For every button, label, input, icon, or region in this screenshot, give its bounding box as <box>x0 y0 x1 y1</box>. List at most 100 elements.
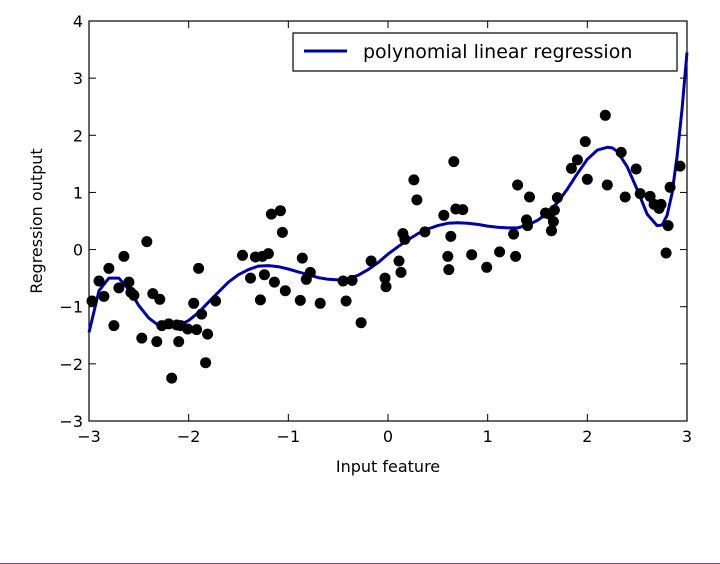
data-point <box>419 226 431 238</box>
point-layer <box>86 109 686 384</box>
data-point <box>634 188 646 200</box>
data-point <box>494 246 506 258</box>
data-point <box>664 181 676 193</box>
x-tick-label: −3 <box>77 427 101 446</box>
data-point <box>466 249 478 261</box>
data-point <box>579 136 591 148</box>
data-point <box>98 290 110 302</box>
data-point <box>245 272 256 284</box>
data-point <box>182 323 194 335</box>
data-point <box>510 250 522 262</box>
data-point <box>340 295 352 307</box>
data-point <box>265 208 277 220</box>
x-tick-label: −1 <box>277 427 301 446</box>
data-point <box>337 275 349 287</box>
data-point <box>166 372 178 384</box>
data-point <box>346 274 358 286</box>
data-point <box>547 216 559 228</box>
data-point <box>151 336 163 348</box>
data-point <box>630 163 642 175</box>
data-point <box>274 205 286 217</box>
data-point <box>524 191 535 203</box>
data-point <box>615 146 627 158</box>
data-point <box>660 247 672 259</box>
data-point <box>210 295 222 307</box>
data-point <box>268 276 280 288</box>
legend: polynomial linear regression <box>292 32 678 72</box>
data-point <box>103 262 115 274</box>
data-point <box>108 320 120 332</box>
y-axis-label: Regression output <box>27 148 46 293</box>
data-point <box>481 261 493 273</box>
tick-layer: −3 −2 −1 0 1 2 3 −3 −2 −1 0 1 2 3 4 <box>59 12 692 446</box>
data-point <box>408 174 420 186</box>
data-point <box>548 204 560 216</box>
y-tick-label: 3 <box>73 69 83 88</box>
data-point <box>304 266 316 278</box>
data-point <box>154 293 166 305</box>
data-point <box>237 249 248 261</box>
data-point <box>655 198 667 210</box>
data-point <box>399 233 411 245</box>
y-tick-label: 4 <box>73 12 83 31</box>
y-tick-label: −2 <box>59 355 83 374</box>
x-tick-label: 0 <box>383 427 393 446</box>
data-point <box>200 357 212 369</box>
plot-area <box>88 20 688 422</box>
data-point <box>571 154 583 166</box>
data-point <box>128 289 140 301</box>
y-tick-label: −1 <box>59 298 83 317</box>
data-point <box>599 109 611 121</box>
data-point <box>674 160 686 172</box>
data-point <box>512 179 524 191</box>
data-point <box>619 191 631 203</box>
data-point <box>411 194 423 206</box>
data-point <box>173 336 185 348</box>
data-point <box>193 262 205 274</box>
data-point <box>276 226 288 238</box>
data-point <box>522 220 533 232</box>
y-tick-label: 2 <box>73 126 83 145</box>
data-point <box>445 230 457 242</box>
data-point <box>123 276 135 288</box>
data-point <box>314 297 326 309</box>
data-point <box>393 255 405 267</box>
data-point <box>202 328 214 340</box>
data-point <box>438 209 450 221</box>
data-point <box>508 228 520 240</box>
legend-entry-label: polynomial linear regression <box>363 41 632 63</box>
x-axis-label: Input feature <box>336 457 440 476</box>
y-tick-label: −3 <box>59 412 83 431</box>
x-tick-label: 3 <box>682 427 692 446</box>
data-point <box>296 252 308 264</box>
data-point <box>380 281 392 293</box>
data-point <box>365 255 377 267</box>
data-point <box>254 294 266 306</box>
data-point <box>565 162 577 174</box>
data-point <box>113 282 125 294</box>
data-point <box>188 297 200 309</box>
y-tick-label: 1 <box>73 183 83 202</box>
x-tick-label: 1 <box>483 427 493 446</box>
data-point <box>662 220 674 232</box>
data-point <box>395 266 407 278</box>
data-point <box>279 285 291 297</box>
data-point <box>546 225 557 237</box>
data-point <box>163 318 175 330</box>
data-point <box>196 308 208 320</box>
data-point <box>258 269 270 281</box>
data-point <box>191 324 203 336</box>
data-point <box>601 179 613 191</box>
data-point <box>86 295 98 307</box>
data-point <box>442 250 454 262</box>
data-point <box>93 275 105 287</box>
data-point <box>262 248 274 260</box>
data-point <box>136 332 148 344</box>
x-tick-label: 2 <box>582 427 592 446</box>
data-point <box>294 294 306 306</box>
x-tick-label: −2 <box>177 427 201 446</box>
data-point <box>551 192 563 204</box>
data-point <box>118 250 130 262</box>
y-tick-label: 0 <box>73 241 83 260</box>
